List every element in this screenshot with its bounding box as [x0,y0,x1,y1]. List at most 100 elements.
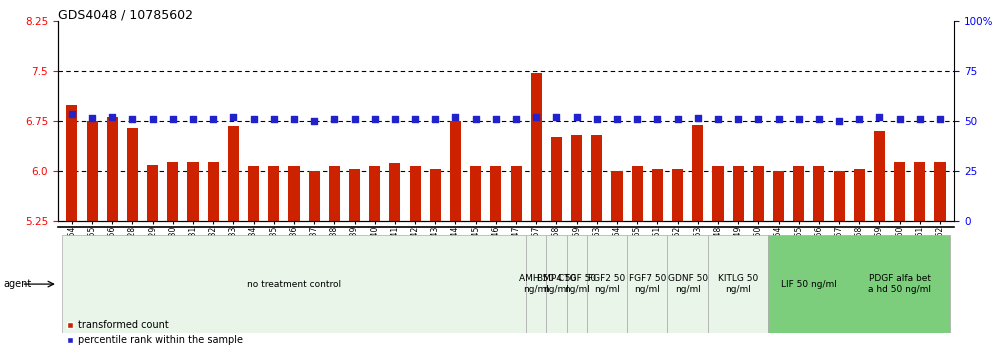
Point [447,114,463,119]
Bar [712,166,723,221]
Point [912,116,928,121]
Point [528,114,544,119]
Point [488,116,504,121]
Bar [773,171,784,221]
Text: GDS4048 / 10785602: GDS4048 / 10785602 [58,9,193,22]
Point [185,116,201,121]
Bar [894,162,905,221]
Point [205,116,221,121]
Point [407,116,423,121]
Point [750,116,766,121]
Text: FGF7 50
ng/ml: FGF7 50 ng/ml [628,274,666,294]
Bar [914,162,925,221]
Bar [934,162,945,221]
Point [246,116,262,121]
Bar [567,235,587,333]
Bar [107,116,118,221]
Point [367,116,382,121]
Point [589,116,605,121]
Bar [67,104,78,221]
Point [811,116,827,121]
Point [468,116,484,121]
Bar [850,235,950,333]
Point [144,116,160,121]
Text: no treatment control: no treatment control [247,280,341,289]
Text: LIF 50 ng/ml: LIF 50 ng/ml [781,280,837,289]
Bar [429,169,441,221]
Bar [187,162,198,221]
Bar [490,166,501,221]
Point [771,116,787,121]
Point [730,116,746,121]
Bar [814,166,825,221]
Text: PDGF alfa bet
a hd 50 ng/ml: PDGF alfa bet a hd 50 ng/ml [869,274,931,294]
Point [891,116,907,121]
Bar [309,171,320,221]
Point [508,116,524,121]
Bar [692,125,703,221]
Bar [873,131,885,221]
Bar [450,121,461,221]
Point [427,116,443,121]
Bar [62,235,526,333]
Point [387,116,403,121]
Bar [753,166,764,221]
Bar [248,166,259,221]
Bar [87,121,98,221]
Point [327,116,343,121]
Bar [208,162,219,221]
Point [84,115,100,121]
Bar [547,235,567,333]
Bar [733,166,744,221]
Point [872,114,887,119]
Point [64,111,80,117]
Text: FGF2 50
ng/ml: FGF2 50 ng/ml [589,274,625,294]
Text: CTGF 50
ng/ml: CTGF 50 ng/ml [558,274,596,294]
Point [266,116,282,121]
Bar [551,137,562,221]
Text: GDNF 50
ng/ml: GDNF 50 ng/ml [667,274,708,294]
Point [165,116,181,121]
Bar [329,166,340,221]
Bar [167,162,178,221]
Bar [511,166,522,221]
Bar [587,235,627,333]
Bar [228,126,239,221]
Bar [526,235,547,333]
Bar [854,169,865,221]
Bar [793,166,804,221]
Bar [370,166,380,221]
Bar [126,128,138,221]
Point [105,114,121,119]
Point [629,116,645,121]
Bar [571,135,583,221]
Point [690,115,706,121]
Bar [672,169,683,221]
Point [852,116,868,121]
Bar [769,235,850,333]
Bar [409,166,420,221]
Text: AMH 50
ng/ml: AMH 50 ng/ml [519,274,554,294]
Point [225,114,241,120]
Bar [349,169,361,221]
Bar [389,163,400,221]
Point [791,116,807,121]
Point [669,116,685,121]
Bar [627,235,667,333]
Point [549,114,565,119]
Bar [834,171,845,221]
Point [932,116,948,121]
Bar [708,235,769,333]
Point [306,119,322,124]
Point [609,116,624,121]
Point [124,116,140,121]
Point [347,116,363,121]
Bar [531,73,542,221]
Bar [268,166,279,221]
Text: BMP4 50
ng/ml: BMP4 50 ng/ml [537,274,576,294]
Point [569,114,585,119]
Point [286,116,302,121]
Bar [631,166,642,221]
Bar [667,235,708,333]
Bar [289,166,300,221]
